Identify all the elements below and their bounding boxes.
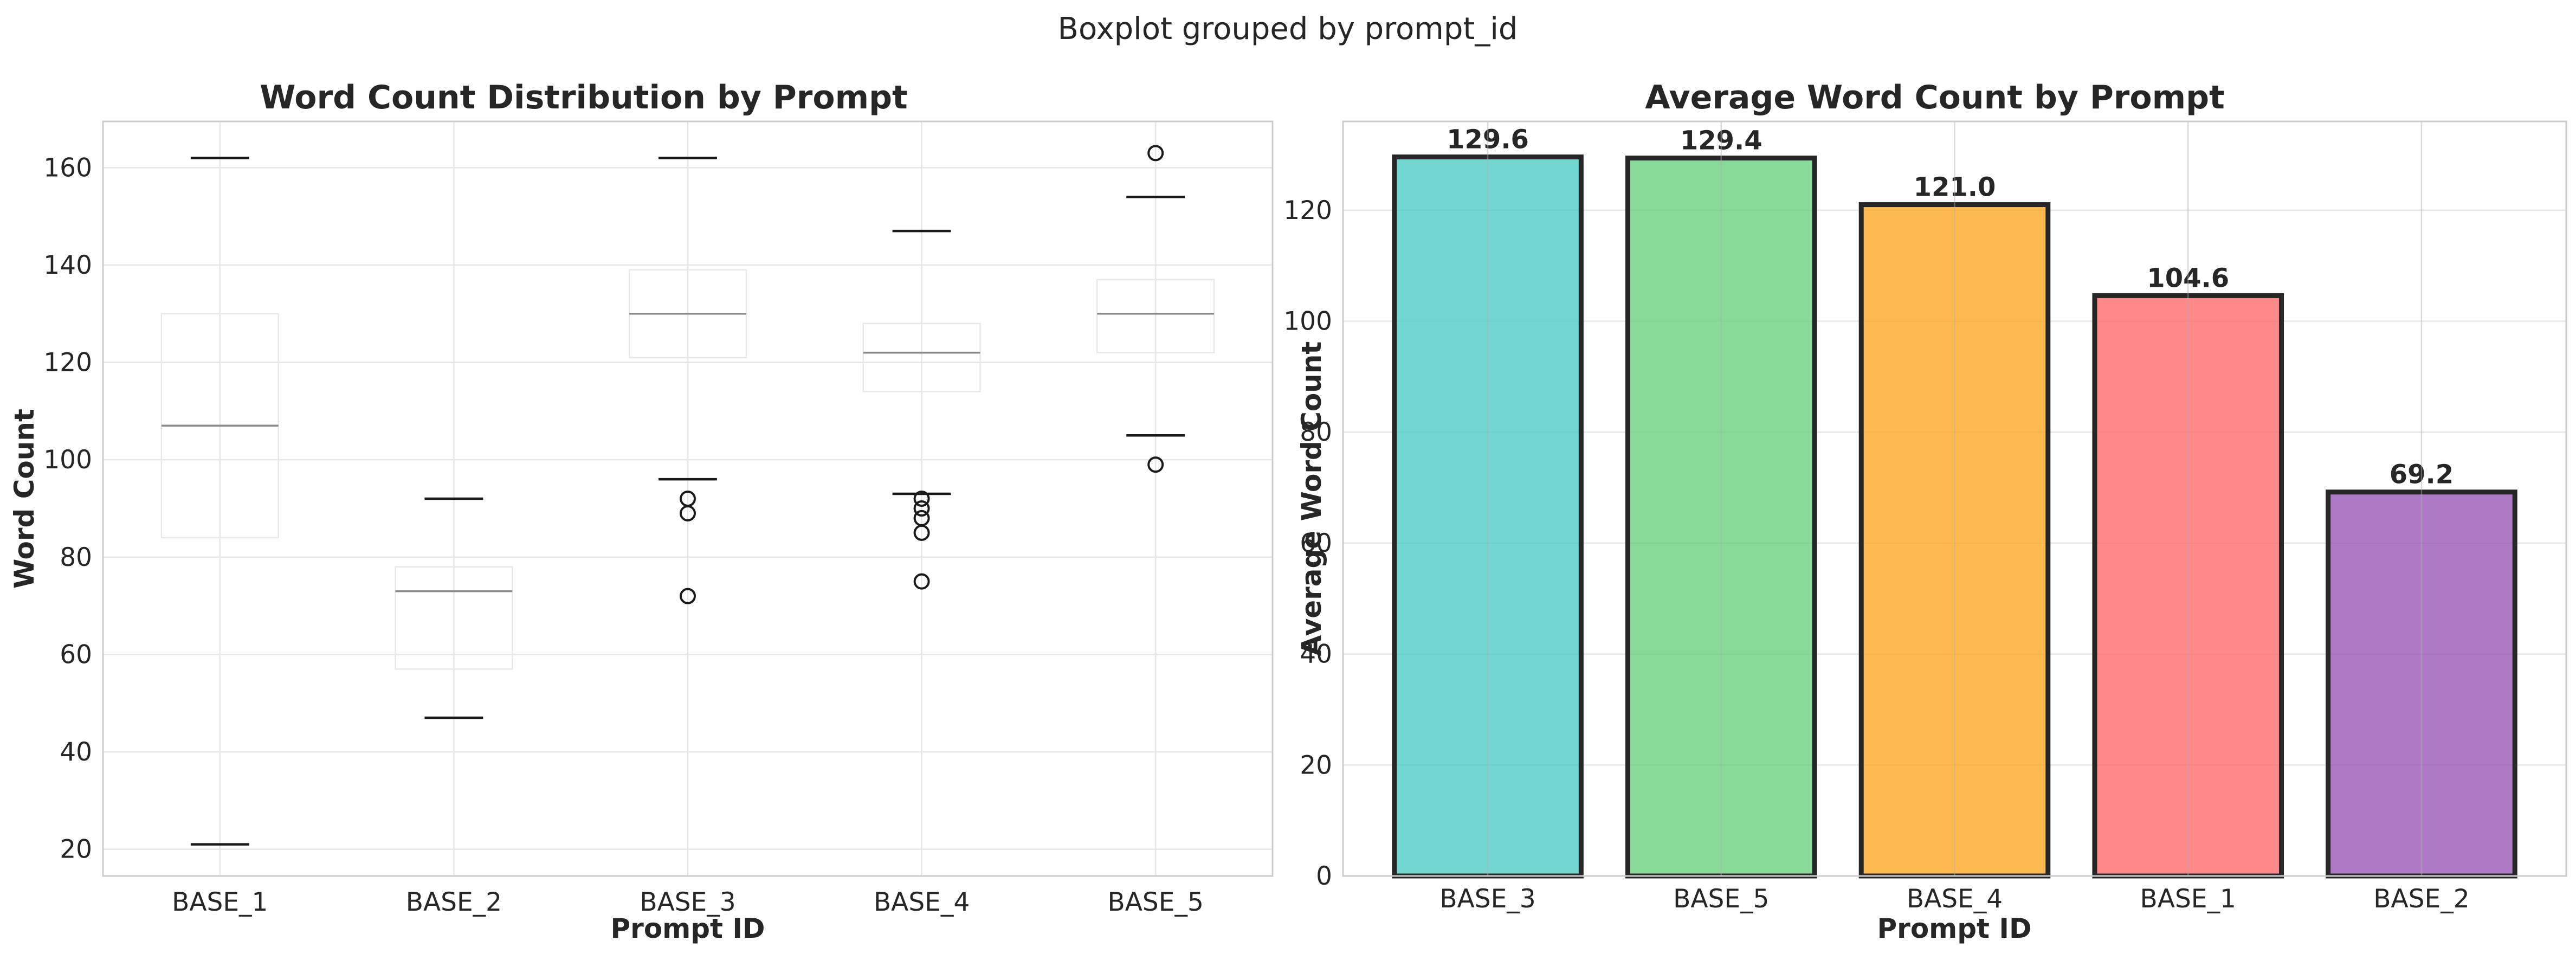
boxplot-x-label: Prompt ID <box>611 913 765 944</box>
bar-panel: Average Word Count by Prompt 129.6 129.41… <box>1283 79 2567 944</box>
boxplot-panel: Word Count Distribution by Prompt 20 40 60… <box>9 79 1274 944</box>
bar-base-1 <box>2092 293 2284 879</box>
box-outlier-point <box>913 573 930 590</box>
bar-x-tick-label: BASE_5 <box>1673 884 1769 914</box>
boxplot-y-tick-label: 40 <box>60 737 92 767</box>
boxplot-marks <box>160 145 1215 846</box>
box-outlier-point <box>913 491 930 507</box>
boxplot-x-tick-label: BASE_1 <box>172 887 268 917</box>
bar-value-label: 121.0 <box>1914 172 1996 203</box>
boxplot-y-label: Word Count <box>9 409 40 589</box>
bar-y-tick-label: 0 <box>1316 861 1332 891</box>
bar-y-tick-label: 40 <box>1300 640 1332 669</box>
bar-y-tick-label: 60 <box>1300 529 1332 558</box>
boxplot-x-tick-label: BASE_2 <box>406 887 502 917</box>
boxplot-y-tick-label: 100 <box>43 445 92 475</box>
bar-x-ticks: BASE_3 BASE_5 BASE_4 BASE_1 BASE_2 <box>1439 884 2469 914</box>
box-base-4 <box>862 229 981 590</box>
boxplot-y-ticks: 20 40 60 80 100 120 140 160 <box>43 153 92 864</box>
bar-x-tick-label: BASE_3 <box>1439 884 1535 914</box>
bar-x-tick-label: BASE_1 <box>2140 884 2236 914</box>
box-base-5 <box>1096 145 1215 473</box>
box-outlier-point <box>913 510 930 526</box>
bar-value-label: 129.6 <box>1447 125 1529 155</box>
figure-title: Boxplot grouped by prompt_id <box>1058 11 1518 47</box>
box-outlier-point <box>1147 456 1164 473</box>
bar-y-tick-label: 100 <box>1283 306 1332 336</box>
bar-y-tick-label: 120 <box>1283 196 1332 225</box>
boxplot-x-tick-label: BASE_4 <box>874 887 970 917</box>
boxplot-y-tick-label: 160 <box>43 153 92 183</box>
boxplot-title: Word Count Distribution by Prompt <box>260 79 908 117</box>
box-base-2 <box>395 497 513 719</box>
bar-y-ticks: 0 20 40 60 80 100 120 <box>1283 196 1332 891</box>
box-base-3 <box>628 157 747 604</box>
boxplot-y-tick-label: 140 <box>43 250 92 280</box>
boxplot-x-tick-label: BASE_3 <box>640 887 735 917</box>
bar-x-tick-label: BASE_2 <box>2373 884 2469 914</box>
bar-y-tick-label: 20 <box>1300 750 1332 780</box>
bar-value-label: 129.4 <box>1680 126 1762 156</box>
box-outlier-point <box>680 491 696 507</box>
bar-x-tick-label: BASE_4 <box>1907 884 2003 914</box>
bar-value-label: 104.6 <box>2147 263 2229 293</box>
bar-axes-frame <box>1342 120 2567 877</box>
bar-y-label: Average Word Count <box>1296 342 1327 656</box>
bar-x-label: Prompt ID <box>1877 913 2032 944</box>
bar-base-5 <box>1625 156 1817 879</box>
bar-y-tick-label: 80 <box>1300 417 1332 447</box>
box-outlier-point <box>913 500 930 517</box>
boxplot-x-tick-label: BASE_5 <box>1108 887 1204 917</box>
bar-base-4 <box>1858 202 2051 879</box>
bar-chart-title: Average Word Count by Prompt <box>1645 79 2225 117</box>
boxplot-y-tick-label: 60 <box>60 640 92 669</box>
box-outlier-point <box>680 588 696 604</box>
boxplot-axes-frame <box>102 120 1274 877</box>
bar-base-2 <box>2326 489 2517 879</box>
bar-v-gridlines <box>1487 121 2423 876</box>
box-base-1 <box>160 157 279 846</box>
bar-marks: 129.6 129.4 121.0 104.6 69.2 <box>1392 121 2517 879</box>
boxplot-y-tick-label: 20 <box>60 835 92 865</box>
boxplot-y-tick-label: 120 <box>43 348 92 378</box>
bar-value-label: 69.2 <box>2390 460 2454 490</box>
box-outlier-point <box>1147 145 1164 162</box>
boxplot-y-tick-label: 80 <box>60 543 92 572</box>
bar-base-3 <box>1392 154 1584 879</box>
boxplot-x-ticks: BASE_1 BASE_2 BASE_3 BASE_4 BASE_5 <box>172 887 1204 917</box>
